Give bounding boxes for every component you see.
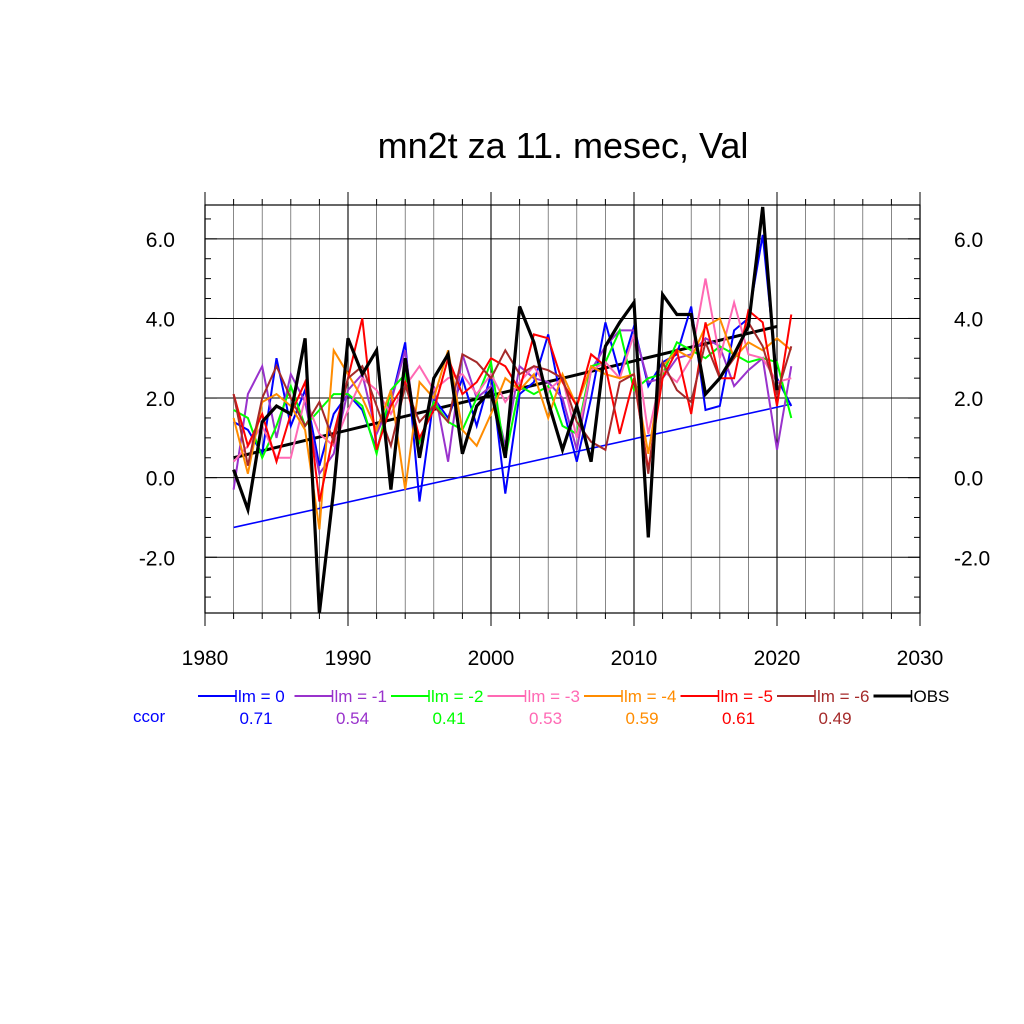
plot-frame	[204, 192, 921, 626]
ccor-label: ccor	[133, 707, 165, 726]
x-tick-label: 1990	[325, 647, 372, 670]
x-tick-label: 1980	[182, 647, 229, 670]
y-tick-label-right: -2.0	[954, 547, 990, 570]
legend-label: OBS	[914, 687, 950, 706]
series-lines	[232, 206, 793, 614]
legend-label: lm = -3	[528, 687, 580, 706]
y-tick-label-right: 0.0	[954, 468, 983, 491]
y-tick-label-left: 2.0	[146, 388, 175, 411]
ccor-value: 0.53	[529, 709, 562, 728]
x-tick-label: 2000	[468, 647, 515, 670]
ccor-value: 0.54	[336, 709, 369, 728]
series-line-lm-6	[232, 320, 793, 474]
x-tick-label: 2010	[611, 647, 658, 670]
legend-label: lm = -1	[335, 687, 387, 706]
y-tick-label-left: -2.0	[139, 547, 175, 570]
ccor-value: 0.59	[625, 709, 658, 728]
y-tick-label-right: 6.0	[954, 229, 983, 252]
grid	[204, 205, 921, 613]
ccor-value: 0.71	[239, 709, 272, 728]
legend-label: lm = -4	[624, 687, 676, 706]
x-tick-label: 2030	[897, 647, 944, 670]
legend-label: lm = -6	[817, 687, 869, 706]
y-tick-label-left: 4.0	[146, 308, 175, 331]
tick-labels: 1980 1990 2000 2010 2020 2030 -2.0 -2.0 0.0 0.0 2.…	[139, 229, 990, 670]
series-line-obs	[232, 206, 779, 614]
y-tick-label-left: 6.0	[146, 229, 175, 252]
legend: lm = 0 0.71 lm = -1 0.54 lm = -2 0.41 lm = -3 0…	[133, 687, 949, 728]
y-tick-label-right: 4.0	[954, 308, 983, 331]
legend-label: lm = 0	[238, 687, 285, 706]
y-tick-label-right: 2.0	[954, 388, 983, 411]
legend-label: lm = -2	[431, 687, 483, 706]
ccor-value: 0.61	[722, 709, 755, 728]
x-tick-label: 2020	[754, 647, 801, 670]
chart-title: mn2t za 11. mesec, Val	[378, 125, 749, 166]
legend-label: lm = -5	[721, 687, 773, 706]
ccor-value: 0.49	[818, 709, 851, 728]
lm-0-trend-line	[233, 403, 792, 529]
plot-border	[204, 204, 921, 614]
ccor-value: 0.41	[432, 709, 465, 728]
y-tick-label-left: 0.0	[146, 468, 175, 491]
